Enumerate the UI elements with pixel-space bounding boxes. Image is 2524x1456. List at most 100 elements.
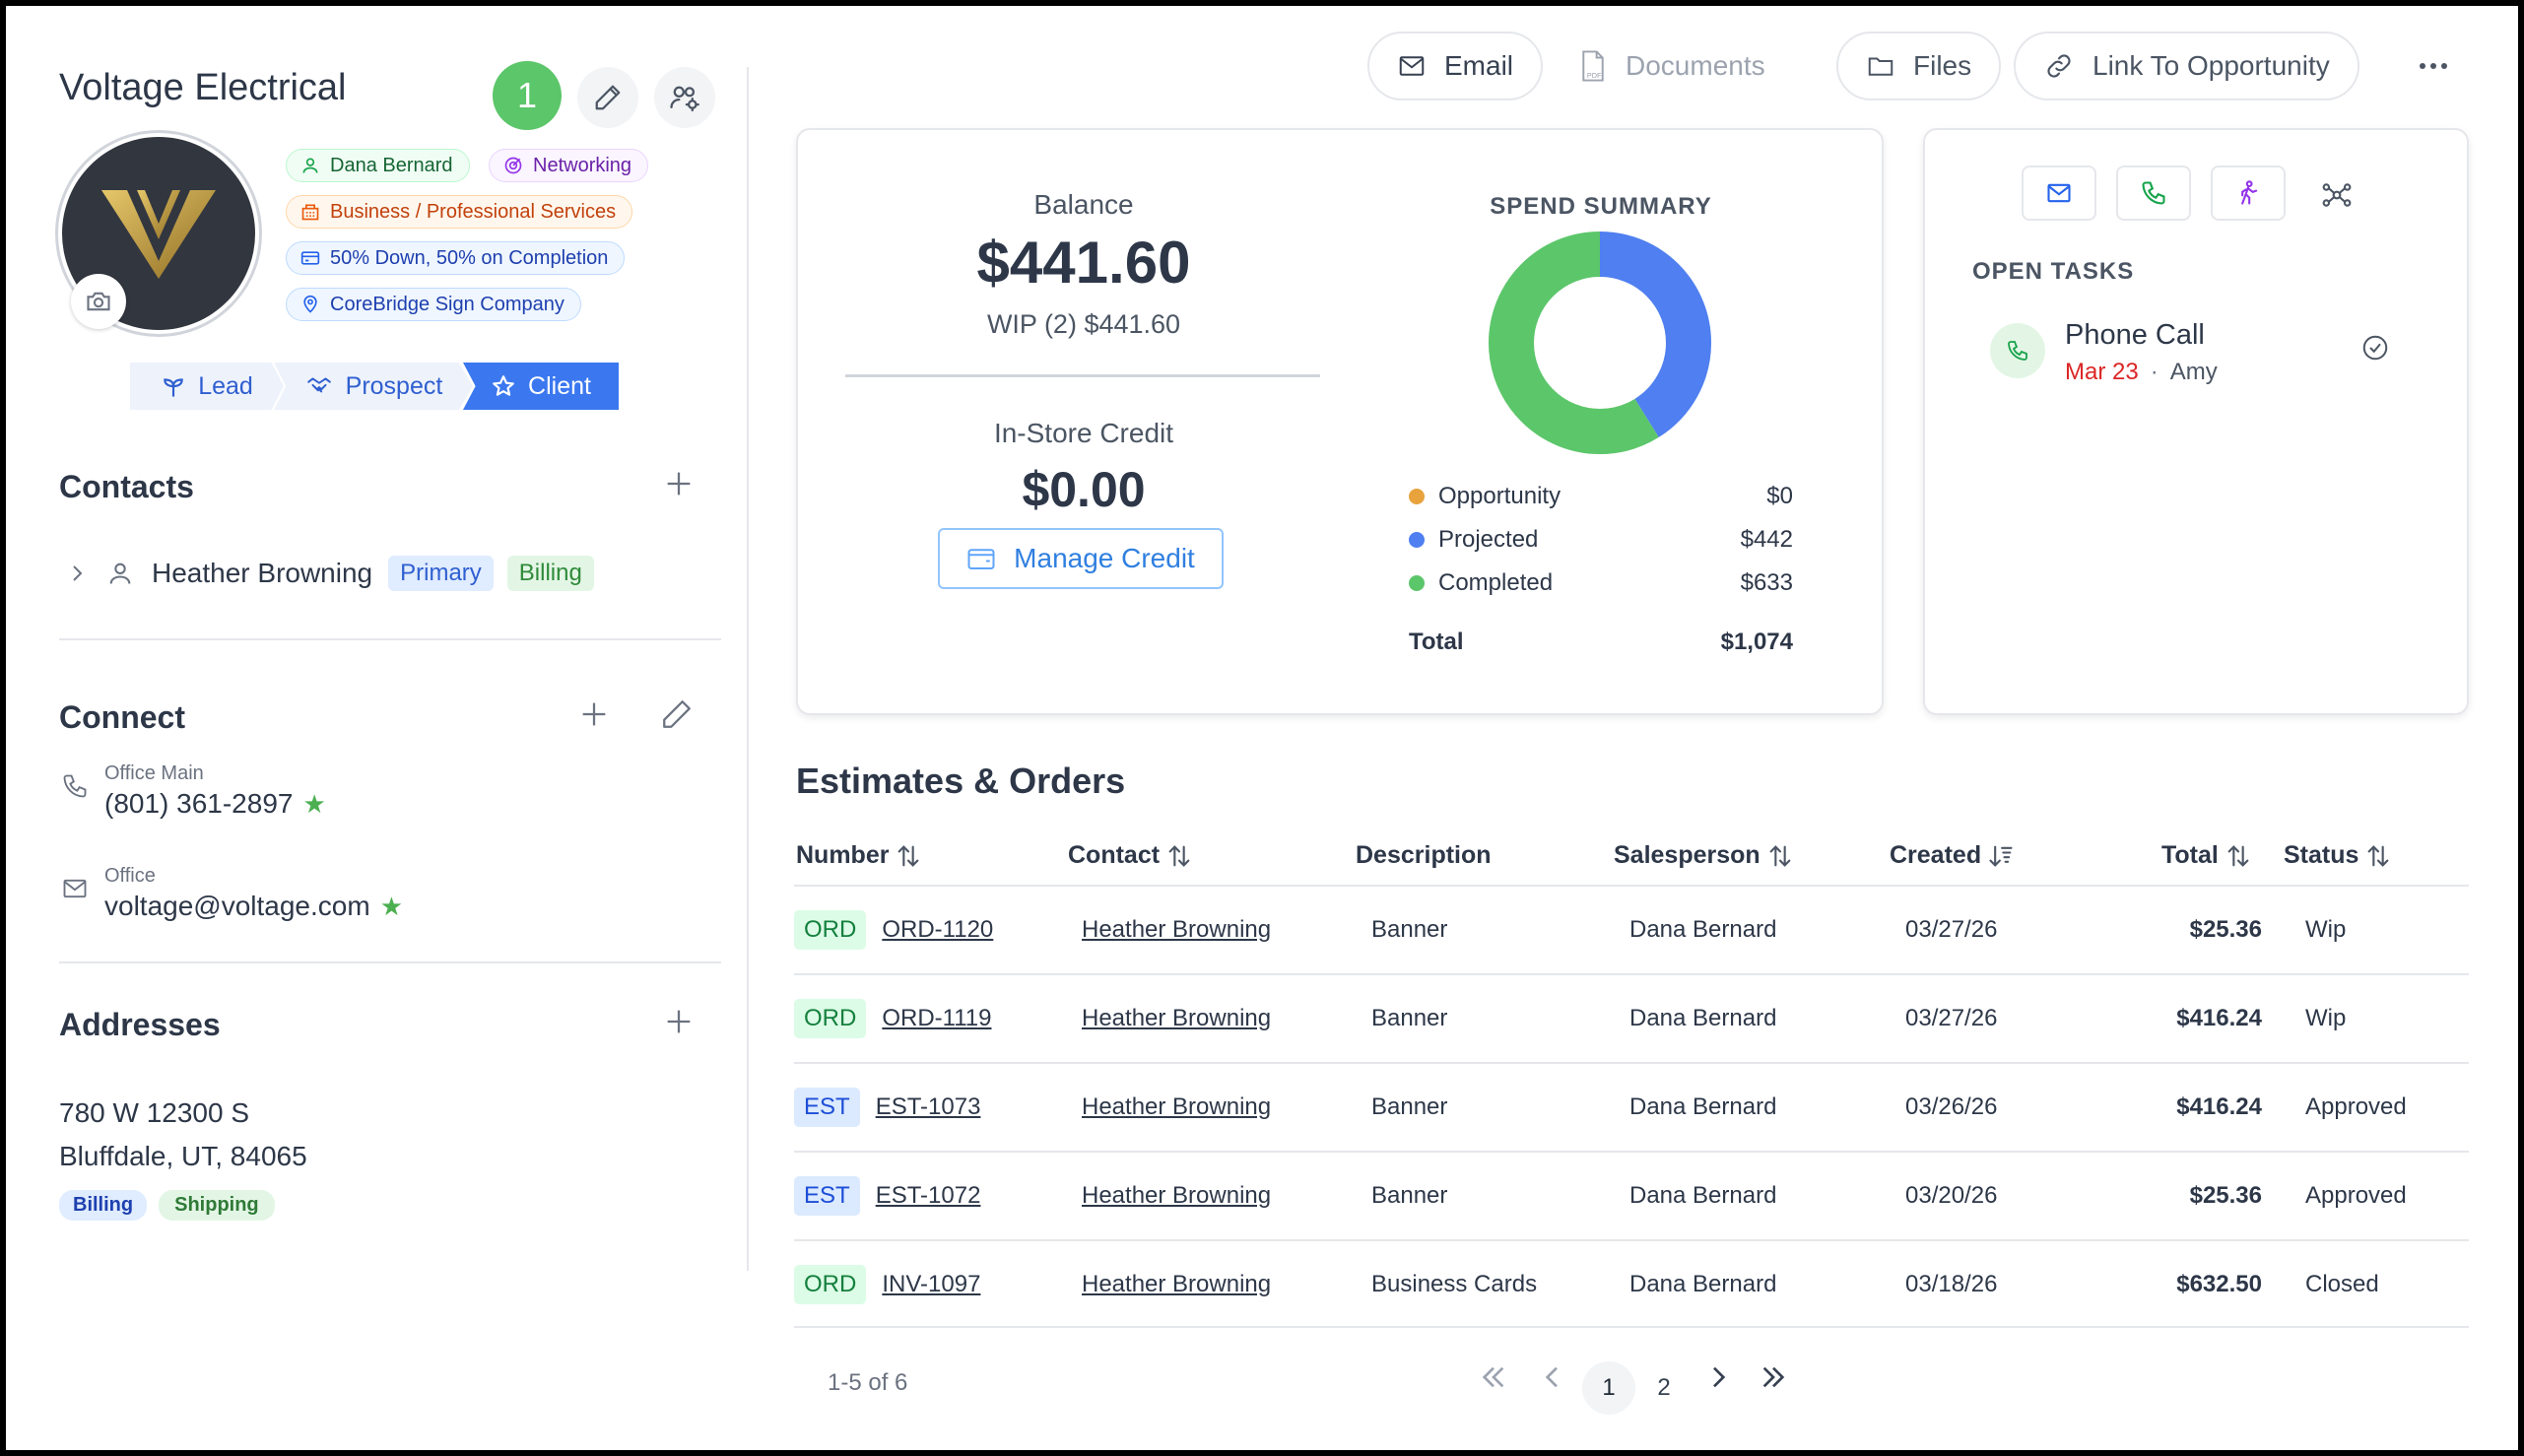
order-number-link[interactable]: ORD-1119 <box>882 1005 992 1031</box>
map-pin-icon <box>303 295 317 313</box>
location-tag[interactable]: CoreBridge Sign Company <box>286 288 581 321</box>
column-contact[interactable]: Contact <box>1068 841 1193 870</box>
cell-total: $632.50 <box>2176 1271 2262 1297</box>
email-address[interactable]: voltage@voltage.com <box>104 891 370 921</box>
stage-prospect[interactable]: Prospect <box>274 363 473 410</box>
first-page-button[interactable] <box>1478 1361 1509 1393</box>
column-salesperson[interactable]: Salesperson <box>1614 841 1794 870</box>
column-created[interactable]: Created <box>1890 841 2015 870</box>
complete-task-button[interactable] <box>2360 333 2390 363</box>
location-label: CoreBridge Sign Company <box>330 293 565 315</box>
address-line-2: Bluffdale, UT, 84065 <box>59 1141 307 1171</box>
sprout-icon <box>164 378 183 397</box>
contact-row[interactable]: Heather Browning Primary Billing <box>65 556 594 591</box>
cell-number: ORD ORD-1119 <box>794 975 992 1062</box>
edit-connect-button[interactable] <box>660 697 694 731</box>
email-value[interactable]: voltage@voltage.com ★ <box>104 891 403 922</box>
page-1-button[interactable]: 1 <box>1582 1361 1635 1415</box>
stage-client-label: Client <box>528 371 591 400</box>
phone-value[interactable]: (801) 361-2897 ★ <box>104 788 326 820</box>
stage-client[interactable]: Client <box>463 363 619 410</box>
task-workflow-button[interactable] <box>2317 177 2357 213</box>
edit-company-button[interactable] <box>577 67 638 128</box>
email-label: Office <box>104 865 156 887</box>
more-options-button[interactable] <box>2414 51 2453 81</box>
legend-completed: Completed $633 <box>1409 569 1793 597</box>
phone-number[interactable]: (801) 361-2897 <box>104 788 294 819</box>
tasks-card <box>1923 128 2469 715</box>
column-total[interactable]: Total <box>2161 841 2252 870</box>
cell-salesperson: Dana Bernard <box>1629 916 1777 943</box>
stage-lead[interactable]: Lead <box>130 363 284 410</box>
order-number-link[interactable]: INV-1097 <box>882 1271 981 1297</box>
contact-link[interactable]: Heather Browning <box>1082 1093 1272 1120</box>
total-label: Total <box>1409 629 1464 655</box>
address-shipping-badge: Shipping <box>159 1190 275 1221</box>
column-number[interactable]: Number <box>796 841 922 870</box>
previous-page-button[interactable] <box>1537 1361 1568 1393</box>
chevron-left-icon <box>1545 1366 1558 1388</box>
user-icon <box>302 158 318 173</box>
table-row[interactable]: EST EST-1072 Heather Browning Banner Dan… <box>794 1151 2469 1239</box>
contact-link[interactable]: Heather Browning <box>1082 1271 1272 1297</box>
pdf-document-icon: PDF <box>1582 50 1604 82</box>
table-row[interactable]: ORD ORD-1120 Heather Browning Banner Dan… <box>794 885 2469 973</box>
upload-photo-button[interactable] <box>71 274 126 329</box>
salesperson-tag[interactable]: Dana Bernard <box>286 149 470 182</box>
sort-icon <box>898 844 919 867</box>
task-item[interactable]: Phone Call Mar 23 · Amy <box>1990 319 2424 398</box>
source-tag[interactable]: Networking <box>489 149 649 182</box>
task-phone-icon-wrap <box>1990 323 2045 378</box>
contact-link[interactable]: Heather Browning <box>1082 1005 1272 1031</box>
cell-number: ORD INV-1097 <box>794 1241 980 1328</box>
add-connect-button[interactable] <box>577 697 611 731</box>
page-2-button[interactable]: 2 <box>1637 1361 1691 1415</box>
link-opportunity-button[interactable]: Link To Opportunity <box>2014 32 2359 100</box>
order-number-link[interactable]: EST-1073 <box>875 1093 981 1120</box>
legend-value-completed: $633 <box>1740 569 1793 596</box>
task-call-button[interactable] <box>2116 165 2191 221</box>
files-button[interactable]: Files <box>1836 32 2002 100</box>
source-label: Networking <box>533 154 632 176</box>
contact-link[interactable]: Heather Browning <box>1082 1182 1272 1209</box>
type-badge: ORD <box>794 1265 867 1304</box>
mail-icon <box>1399 56 1425 76</box>
primary-star-icon: ★ <box>302 788 326 819</box>
task-count-badge[interactable]: 1 <box>493 61 562 130</box>
column-status[interactable]: Status <box>2284 841 2392 870</box>
contact-link[interactable]: Heather Browning <box>1082 916 1272 943</box>
legend-total: Total $1,074 <box>1409 629 1793 656</box>
table-row[interactable]: ORD INV-1097 Heather Browning Business C… <box>794 1239 2469 1328</box>
credit-card-icon <box>300 251 320 265</box>
chevron-right-icon[interactable] <box>65 562 89 585</box>
documents-button[interactable]: PDF Documents <box>1578 32 1765 100</box>
manage-users-button[interactable] <box>654 67 715 128</box>
cell-description: Business Cards <box>1371 1271 1538 1297</box>
manage-credit-button[interactable]: Manage Credit <box>938 528 1224 589</box>
task-email-button[interactable] <box>2022 165 2096 221</box>
task-visit-button[interactable] <box>2211 165 2286 221</box>
add-contact-button[interactable] <box>662 467 696 500</box>
add-address-button[interactable] <box>662 1005 696 1038</box>
contact-name[interactable]: Heather Browning <box>152 558 373 588</box>
documents-label: Documents <box>1626 50 1765 81</box>
next-page-button[interactable] <box>1702 1361 1734 1393</box>
contacts-title: Contacts <box>59 469 194 504</box>
industry-tag[interactable]: Business / Professional Services <box>286 195 633 229</box>
terms-tag[interactable]: 50% Down, 50% on Completion <box>286 241 626 275</box>
email-button[interactable]: Email <box>1367 32 1544 100</box>
order-number-link[interactable]: ORD-1120 <box>882 916 994 943</box>
cell-total: $416.24 <box>2176 1093 2262 1120</box>
primary-badge: Primary <box>388 556 494 591</box>
orders-title: Estimates & Orders <box>796 761 1126 801</box>
table-row[interactable]: ORD ORD-1119 Heather Browning Banner Dan… <box>794 973 2469 1062</box>
donut-slice-completed <box>1489 232 1711 454</box>
last-page-button[interactable] <box>1758 1361 1789 1393</box>
order-number-link[interactable]: EST-1072 <box>875 1182 981 1209</box>
plus-icon <box>667 472 691 496</box>
table-row[interactable]: EST EST-1073 Heather Browning Banner Dan… <box>794 1062 2469 1151</box>
primary-star-icon: ★ <box>379 891 403 921</box>
cell-salesperson: Dana Bernard <box>1629 1005 1777 1031</box>
spend-summary-title: SPEND SUMMARY <box>1490 193 1712 220</box>
check-circle-icon <box>2362 335 2388 361</box>
